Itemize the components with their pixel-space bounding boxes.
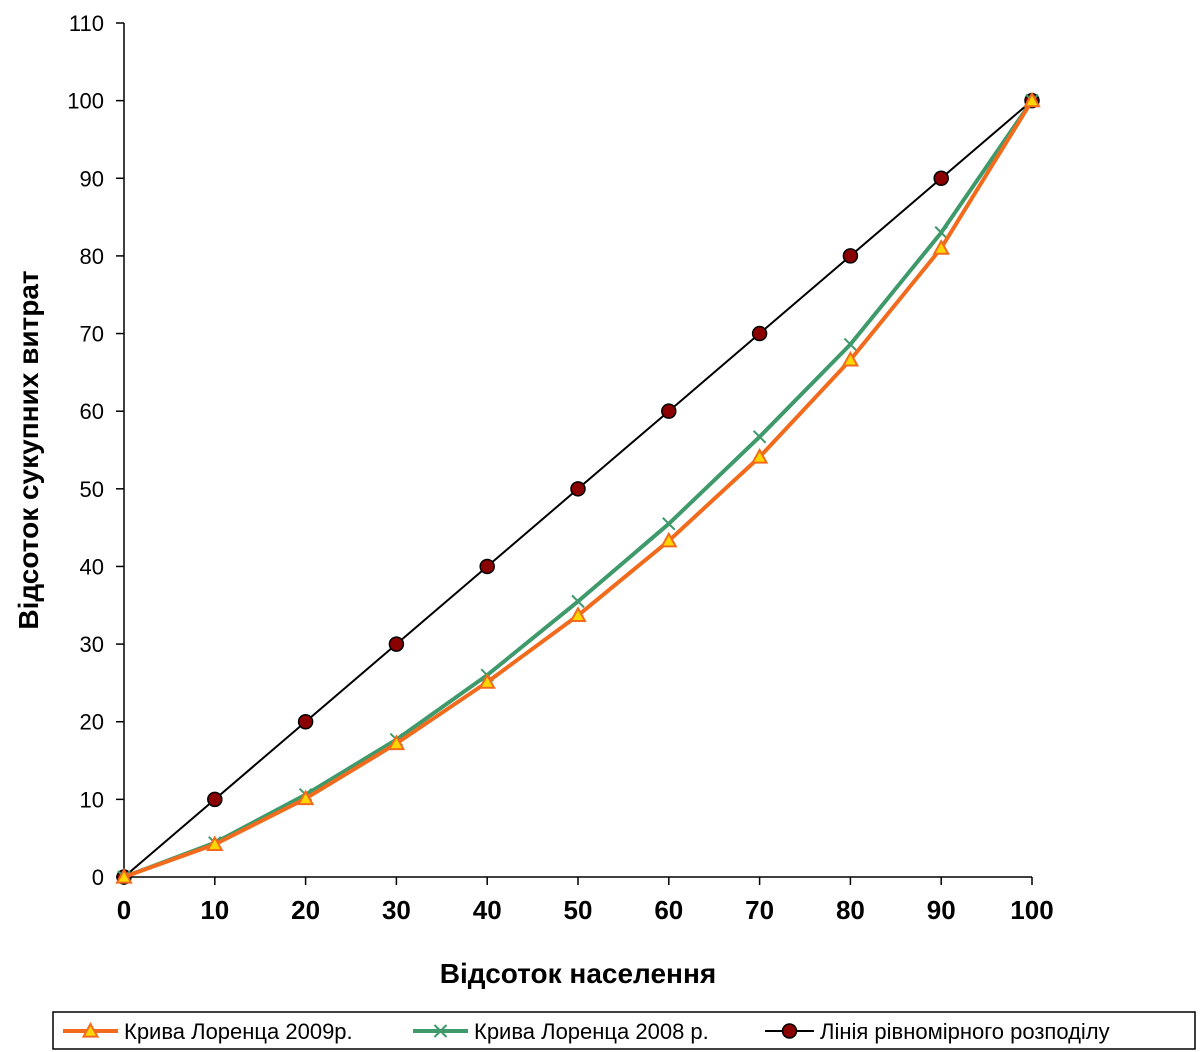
y-tick-label: 90 — [80, 166, 104, 191]
y-tick-label: 10 — [80, 787, 104, 812]
x-tick-label: 10 — [200, 895, 229, 925]
y-tick-label: 40 — [80, 554, 104, 579]
x-tick-label: 20 — [291, 895, 320, 925]
y-tick-label: 110 — [69, 11, 104, 36]
x-tick-label: 90 — [927, 895, 956, 925]
x-marker — [935, 227, 947, 239]
legend-label: Крива Лоренца 2009р. — [124, 1019, 353, 1044]
axes — [124, 23, 1032, 877]
x-marker — [754, 431, 766, 443]
x-tick-label: 100 — [1010, 895, 1053, 925]
x-axis-title: Відсоток населення — [440, 958, 716, 989]
circle-marker — [389, 637, 403, 651]
y-tick-label: 20 — [80, 710, 104, 735]
circle-marker — [480, 559, 494, 573]
circle-marker — [783, 1024, 797, 1038]
x-tick-label: 60 — [654, 895, 683, 925]
legend: Крива Лоренца 2009р. Крива Лоренца 2008 р… — [53, 1012, 1195, 1049]
y-tick-label: 100 — [67, 89, 104, 114]
x-tick-label: 70 — [745, 895, 774, 925]
x-marker — [572, 595, 584, 607]
x-tick-label: 50 — [564, 895, 593, 925]
x-marker — [844, 338, 856, 350]
series-layer — [117, 94, 1039, 884]
circle-marker — [843, 249, 857, 263]
legend-label: Крива Лоренца 2008 р. — [474, 1019, 709, 1044]
y-tick-label: 50 — [80, 477, 104, 502]
y-tick-label: 70 — [80, 322, 104, 347]
y-axis-ticks: 0 10 20 30 40 50 60 70 80 90 100 110 — [67, 11, 124, 890]
y-tick-label: 60 — [80, 399, 104, 424]
series-3 — [117, 94, 1039, 884]
circle-marker — [571, 482, 585, 496]
x-tick-label: 0 — [117, 895, 131, 925]
x-marker — [663, 518, 675, 530]
legend-label: Лінія рівномірного розподілу — [820, 1019, 1110, 1044]
y-tick-label: 80 — [80, 244, 104, 269]
circle-marker — [208, 792, 222, 806]
x-tick-label: 40 — [473, 895, 502, 925]
circle-marker — [299, 715, 313, 729]
y-tick-label: 30 — [80, 632, 104, 657]
y-tick-label: 0 — [92, 865, 104, 890]
circle-marker — [662, 404, 676, 418]
y-axis-title: Відсоток сукупних витрат — [13, 270, 44, 629]
circle-marker — [934, 171, 948, 185]
x-tick-label: 30 — [382, 895, 411, 925]
circle-marker — [753, 327, 767, 341]
x-axis-ticks: 0 10 20 30 40 50 60 70 80 90 100 — [117, 877, 1054, 925]
x-tick-label: 80 — [836, 895, 865, 925]
